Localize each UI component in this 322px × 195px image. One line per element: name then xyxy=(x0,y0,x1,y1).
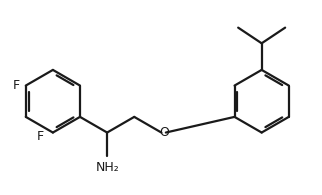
Text: F: F xyxy=(37,130,44,143)
Text: F: F xyxy=(13,79,20,92)
Text: O: O xyxy=(159,126,169,139)
Text: NH₂: NH₂ xyxy=(95,160,119,174)
